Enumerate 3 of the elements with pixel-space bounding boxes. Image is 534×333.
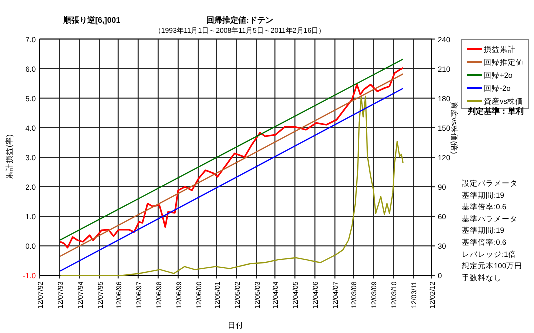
text: 判定基準：単利 [467, 106, 524, 116]
chart-title: 順張り逆[6,]001 [62, 16, 122, 25]
chart-subtitle: 回帰推定値:ドテン [206, 15, 274, 25]
